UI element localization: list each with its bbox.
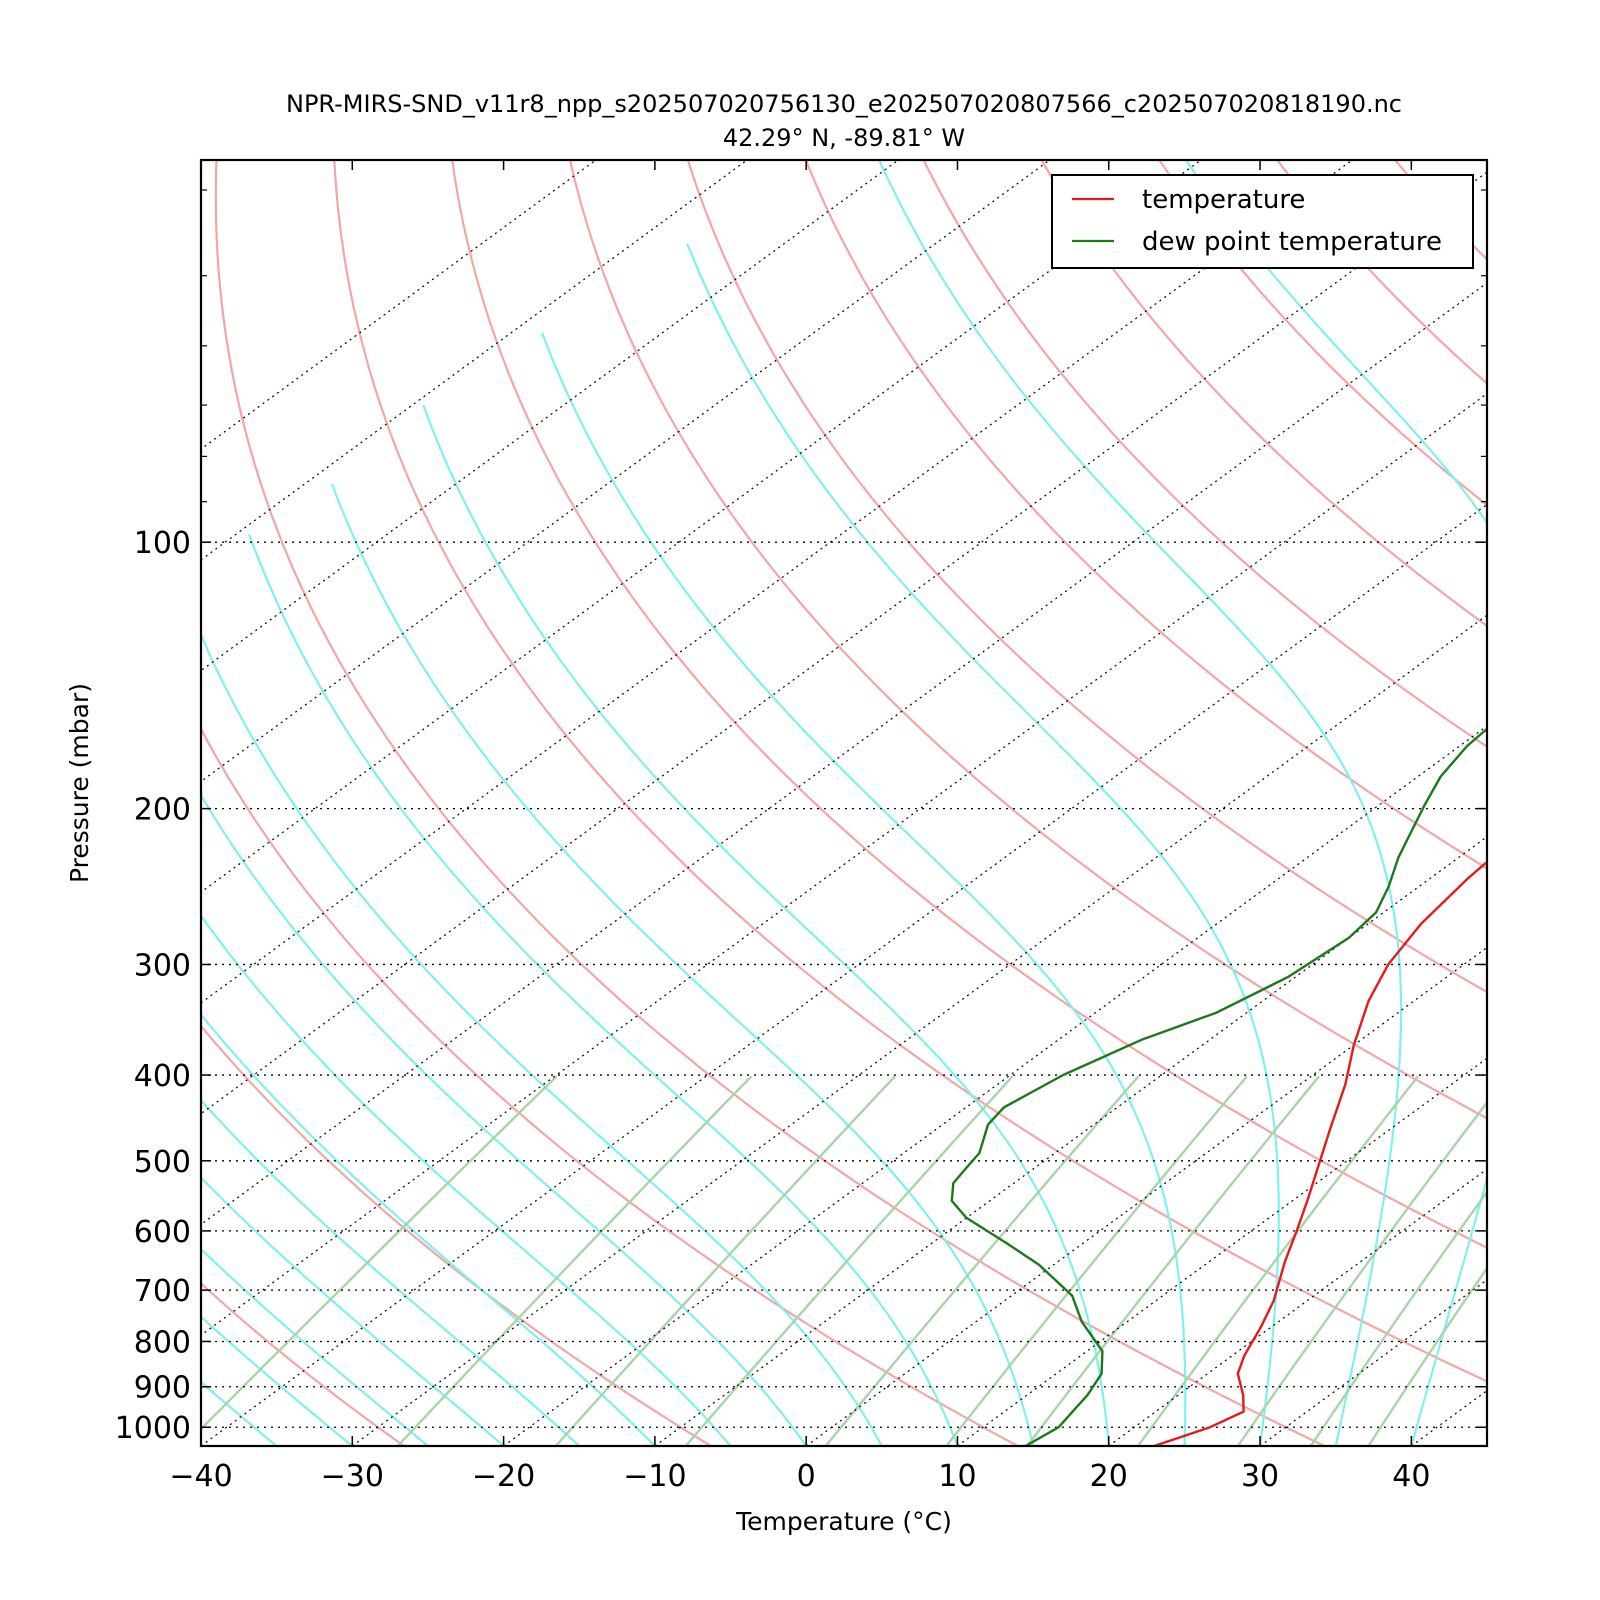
legend: temperature dew point temperature: [1051, 174, 1474, 269]
isotherm-line: [201, 282, 1487, 1226]
dry-adiabat-line: [1158, 160, 1487, 507]
moist-adiabat-line: [1485, 1442, 1487, 1446]
mixing-ratio-line: [1309, 1189, 1487, 1446]
y-axis: 100 200 300 400 500 600 700 800 900 1000: [115, 189, 1487, 1446]
x-tick-label: −40: [169, 1459, 232, 1494]
y-tick-label: 100: [134, 526, 191, 561]
y-tick-label: 400: [134, 1059, 191, 1094]
isotherm-line: [1563, 160, 1600, 1446]
chart-subtitle: 42.29° N, -89.81° W: [723, 124, 965, 152]
background-lines: [0, 128, 1600, 1447]
isotherm-line: [503, 725, 1487, 1446]
moist-adiabat-line: [248, 534, 959, 1446]
legend-label-dewpoint: dew point temperature: [1142, 227, 1442, 257]
legend-label-temperature: temperature: [1142, 185, 1305, 215]
moist-adiabat-line: [1563, 128, 1600, 1447]
dry-adiabat-line: [1276, 160, 1487, 385]
y-tick-label: 600: [134, 1215, 191, 1250]
moist-adiabat-line: [201, 1247, 429, 1446]
mixing-ratio-line: [824, 1075, 1140, 1446]
moist-adiabat-line: [201, 1012, 656, 1446]
y-tick-label: 200: [134, 793, 191, 828]
sounding-profiles: [950, 727, 1487, 1446]
legend-box: [1051, 174, 1474, 269]
mixing-ratio-line: [1026, 1075, 1321, 1446]
x-tick-label: −30: [321, 1459, 384, 1494]
y-tick-label: 900: [134, 1371, 191, 1406]
mixing-ratio-line: [1236, 1100, 1487, 1446]
mixing-ratio-line: [554, 1075, 896, 1446]
x-tick-label: 0: [797, 1459, 816, 1494]
moist-adiabat-line: [201, 632, 883, 1446]
mixing-ratio-line: [1367, 1266, 1487, 1446]
isotherm-line: [201, 392, 1487, 1336]
moist-adiabat-line: [540, 332, 1187, 1446]
pressure-grid: [201, 541, 1487, 1428]
moist-adiabat-line: [201, 1176, 505, 1446]
isotherm-line: [201, 160, 748, 561]
dry-adiabat-line: [214, 160, 1325, 1446]
dry-adiabat-line: [568, 160, 1487, 1120]
dry-adiabat-line: [451, 160, 1487, 1249]
x-tick-label: 30: [1241, 1459, 1279, 1494]
y-axis-label: Pressure (mbar): [65, 683, 94, 883]
isotherm-line: [805, 946, 1487, 1446]
mixing-ratio-line: [1137, 1075, 1420, 1446]
dry-adiabat-line: [1040, 160, 1487, 628]
plot-border: [199, 158, 1489, 1448]
moist-adiabat-line: [1184, 160, 1487, 1446]
mixing-ratio-line: [945, 1075, 1248, 1446]
y-tick-label: 800: [134, 1325, 191, 1360]
moist-adiabat-line: [0, 912, 125, 1446]
moist-adiabat-line: [686, 243, 1280, 1446]
x-tick-label: −20: [472, 1459, 535, 1494]
mixing-ratio-line: [396, 1075, 753, 1446]
x-axis: −40 −30 −20 −10 0 10 20 30 40: [169, 160, 1430, 1494]
moist-adiabat-line: [877, 160, 1403, 1446]
isotherm-line: [201, 160, 1353, 1004]
moist-adiabat-line: [330, 483, 1035, 1446]
y-tick-label: 500: [134, 1145, 191, 1180]
x-tick-label: 40: [1392, 1459, 1430, 1494]
x-tick-label: 20: [1090, 1459, 1128, 1494]
dry-adiabat-line: [1513, 160, 1600, 1446]
isotherm-line: [351, 614, 1487, 1446]
x-tick-label: −10: [623, 1459, 686, 1494]
dry-adiabat-line: [686, 160, 1487, 994]
moist-adiabat-line: [422, 404, 1110, 1446]
dry-adiabat-line: [201, 726, 1019, 1446]
moist-adiabat-line: [201, 1315, 354, 1446]
y-tick-label: 1000: [115, 1411, 191, 1446]
dry-adiabat-line: [201, 1024, 712, 1446]
plot-frame: [199, 158, 1489, 1448]
x-axis-label: Temperature (°C): [735, 1507, 952, 1536]
dewpoint-profile-line: [950, 727, 1487, 1446]
y-tick-label: 300: [134, 948, 191, 983]
moist-adiabat-line: [201, 913, 732, 1446]
moist-adiabat-line: [201, 793, 808, 1446]
dry-adiabat-line: [804, 160, 1487, 870]
dry-adiabat-line: [922, 160, 1487, 748]
isotherm-line: [201, 503, 1487, 1446]
moist-adiabat-line: [201, 1098, 580, 1446]
mixing-ratio-line: [684, 1075, 1014, 1446]
temperature-profile-line: [1153, 860, 1487, 1446]
isotherm-line: [1259, 1279, 1487, 1446]
moist-adiabat-line: [201, 1380, 278, 1446]
isotherm-line: [1410, 1389, 1487, 1446]
x-tick-label: 10: [938, 1459, 976, 1494]
isotherm-line: [654, 836, 1487, 1446]
y-tick-label: 700: [134, 1274, 191, 1309]
chart-title: NPR-MIRS-SND_v11r8_npp_s202507020756130_…: [286, 90, 1402, 118]
mixing-ratio-line: [201, 1075, 558, 1431]
